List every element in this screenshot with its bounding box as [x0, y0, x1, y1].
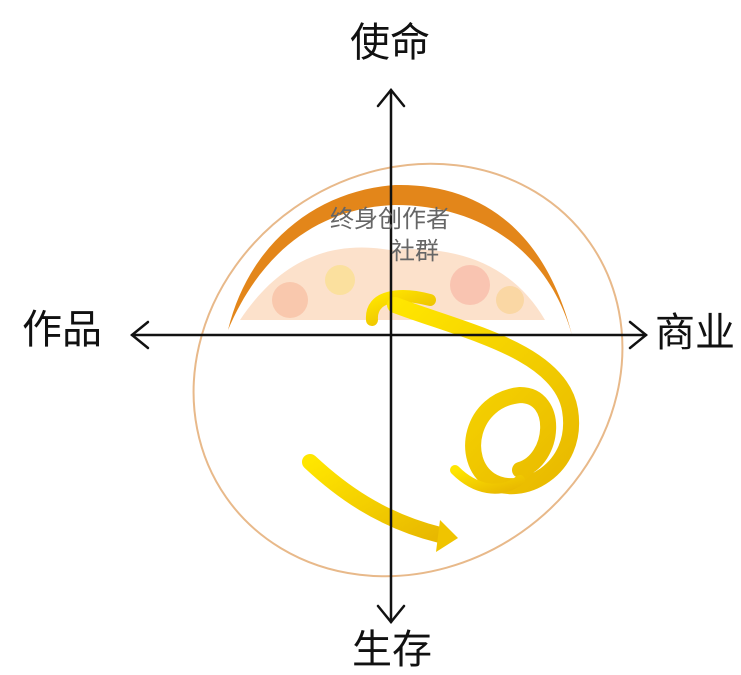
boundary-ellipse [192, 162, 624, 578]
axis-label-top: 使命 [350, 20, 430, 66]
arrow-head [436, 520, 458, 552]
axis-label-left: 作品 [22, 307, 102, 353]
axes [130, 88, 648, 624]
center-label: 社群 [391, 237, 439, 265]
center-label: 终身创作者 [330, 205, 450, 233]
yellow-arrows [302, 290, 580, 543]
axis-label-bottom: 生存 [352, 627, 432, 673]
dome [228, 184, 572, 335]
axis-label-right: 商业 [655, 310, 735, 356]
